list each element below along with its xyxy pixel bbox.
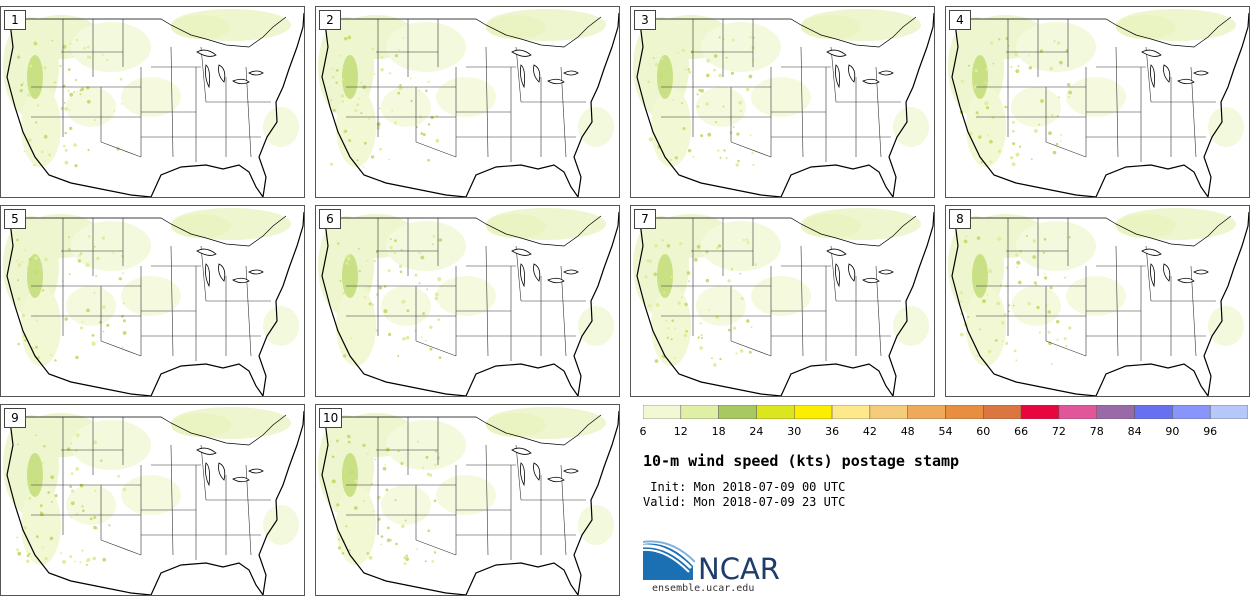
chart-title: 10-m wind speed (kts) postage stamp <box>643 452 960 470</box>
member-panel-4: 4 <box>945 6 1250 198</box>
valid-time: Valid: Mon 2018-07-09 23 UTC <box>643 495 846 509</box>
colorbar-tick-label: 78 <box>1089 425 1104 438</box>
member-panel-7: 7 <box>630 205 935 397</box>
colorbar-segment <box>1020 405 1060 419</box>
wind-speed-map <box>3 208 304 396</box>
colorbar-segment <box>869 405 908 419</box>
member-panel-8: 8 <box>945 205 1250 397</box>
member-panel-3: 3 <box>630 6 935 198</box>
wind-speed-map <box>948 208 1249 396</box>
colorbar-segment <box>1209 405 1248 419</box>
colorbar-segment <box>643 405 682 419</box>
member-panel-10: 10 <box>315 404 620 596</box>
wind-speed-map <box>633 9 934 197</box>
member-panel-6: 6 <box>315 205 620 397</box>
colorbar-segment <box>983 405 1022 419</box>
wind-speed-colorbar <box>643 405 1248 419</box>
colorbar-tick-label: 24 <box>749 425 764 438</box>
colorbar-tick-label: 18 <box>711 425 726 438</box>
website-url[interactable]: ensemble.ucar.edu <box>652 583 755 594</box>
colorbar-segment <box>831 405 871 419</box>
colorbar-segment <box>1058 405 1098 419</box>
colorbar-tick-label: 60 <box>976 425 991 438</box>
wind-speed-map <box>948 9 1249 197</box>
member-panel-2: 2 <box>315 6 620 198</box>
member-number-label: 1 <box>4 10 26 30</box>
member-number-label: 9 <box>4 408 26 428</box>
member-number-label: 2 <box>319 10 341 30</box>
colorbar-segment <box>756 405 795 419</box>
member-panel-9: 9 <box>0 404 305 596</box>
member-number-label: 7 <box>634 209 656 229</box>
colorbar-tick-label: 90 <box>1165 425 1180 438</box>
colorbar-tick-label: 36 <box>825 425 840 438</box>
member-number-label: 8 <box>949 209 971 229</box>
member-panel-1: 1 <box>0 6 305 198</box>
ncar-logo-text: NCAR <box>698 552 780 586</box>
colorbar-tick-label: 12 <box>673 425 688 438</box>
colorbar-segment <box>945 405 984 419</box>
colorbar-segment <box>907 405 946 419</box>
colorbar-tick-label: 30 <box>787 425 802 438</box>
colorbar-segment <box>680 405 719 419</box>
colorbar-tick-label: 84 <box>1127 425 1142 438</box>
member-number-label: 5 <box>4 209 26 229</box>
colorbar-tick-label: 48 <box>900 425 915 438</box>
colorbar-segment <box>1096 405 1135 419</box>
ncar-logo-icon <box>643 540 695 580</box>
member-number-label: 4 <box>949 10 971 30</box>
colorbar-tick-label: 72 <box>1051 425 1066 438</box>
wind-speed-map <box>318 9 619 197</box>
colorbar-tick-label: 6 <box>639 425 647 438</box>
colorbar-segment <box>718 405 757 419</box>
colorbar-segment <box>1172 405 1211 419</box>
wind-speed-map <box>633 208 934 396</box>
colorbar-tick-label: 54 <box>938 425 953 438</box>
wind-speed-map <box>318 208 619 396</box>
member-number-label: 3 <box>634 10 656 30</box>
member-panel-5: 5 <box>0 205 305 397</box>
member-number-label: 6 <box>319 209 341 229</box>
colorbar-segment <box>1134 405 1173 419</box>
colorbar-tick-label: 96 <box>1203 425 1218 438</box>
init-time: Init: Mon 2018-07-09 00 UTC <box>643 480 846 494</box>
wind-speed-map <box>3 9 304 197</box>
wind-speed-map <box>318 407 619 595</box>
colorbar-tick-label: 42 <box>862 425 877 438</box>
wind-speed-map <box>3 407 304 595</box>
colorbar-tick-label: 66 <box>1014 425 1029 438</box>
colorbar-segment <box>794 405 833 419</box>
member-number-label: 10 <box>319 408 343 428</box>
